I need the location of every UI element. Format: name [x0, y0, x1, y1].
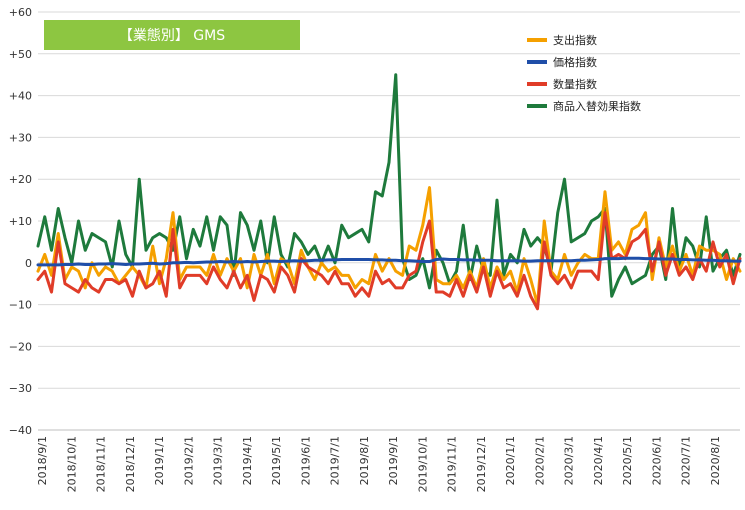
- y-tick-label: −40: [9, 424, 32, 437]
- x-tick-label: 2019/6/1: [299, 436, 312, 485]
- legend-label: 商品入替効果指数: [553, 99, 641, 113]
- y-tick-label: +50: [9, 48, 32, 61]
- x-tick-label: 2019/4/1: [241, 436, 254, 485]
- x-tick-label: 2020/7/1: [680, 436, 693, 485]
- x-tick-label: 2018/12/1: [124, 436, 137, 492]
- y-tick-label: +20: [9, 173, 32, 186]
- x-tick-label: 2019/10/1: [416, 436, 429, 492]
- x-tick-label: 2018/11/1: [95, 436, 108, 492]
- x-tick-label: 2020/5/1: [621, 436, 634, 485]
- y-tick-label: +60: [9, 6, 32, 19]
- x-tick-label: 2020/3/1: [563, 436, 576, 485]
- y-tick-label: +40: [9, 90, 32, 103]
- x-tick-label: 2018/9/1: [36, 436, 49, 485]
- x-tick-label: 2019/3/1: [212, 436, 225, 485]
- x-tick-label: 2020/4/1: [592, 436, 605, 485]
- x-tick-label: 2019/8/1: [358, 436, 371, 485]
- y-tick-label: −30: [9, 382, 32, 395]
- x-tick-label: 2019/2/1: [182, 436, 195, 485]
- y-tick-label: +10: [9, 215, 32, 228]
- y-tick-label: 0: [25, 257, 32, 270]
- y-tick-label: −20: [9, 340, 32, 353]
- title-box: [44, 20, 300, 50]
- x-tick-label: 2019/12/1: [475, 436, 488, 492]
- x-tick-label: 2019/7/1: [329, 436, 342, 485]
- x-tick-label: 2020/8/1: [709, 436, 722, 485]
- x-tick-label: 2020/1/1: [504, 436, 517, 485]
- legend-label: 価格指数: [553, 55, 597, 69]
- x-tick-label: 2019/5/1: [270, 436, 283, 485]
- y-tick-label: +30: [9, 131, 32, 144]
- x-tick-label: 2020/2/1: [533, 436, 546, 485]
- legend-label: 数量指数: [553, 77, 597, 91]
- x-tick-label: 2018/10/1: [65, 436, 78, 492]
- series-line-1: [36, 186, 742, 307]
- x-tick-label: 2020/6/1: [650, 436, 663, 485]
- series-line-2: [36, 256, 742, 267]
- x-tick-label: 2019/11/1: [446, 436, 459, 492]
- x-tick-label: 2019/9/1: [387, 436, 400, 485]
- legend-label: 支出指数: [553, 33, 597, 47]
- chart-title: 【業態別】 GMS: [119, 28, 225, 44]
- x-tick-label: 2019/1/1: [153, 436, 166, 485]
- y-tick-label: −10: [9, 299, 32, 312]
- series-line-4: [36, 73, 742, 298]
